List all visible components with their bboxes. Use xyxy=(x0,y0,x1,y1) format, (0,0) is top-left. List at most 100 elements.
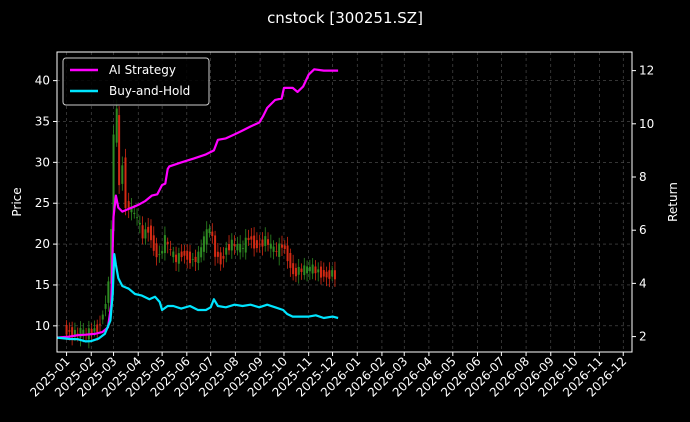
candle-body xyxy=(230,239,233,251)
right-axis-ticks: 2 4 6 8 10 12 xyxy=(632,64,654,344)
y-tick-label: 10 xyxy=(35,319,50,333)
candle-body xyxy=(267,239,270,245)
candle-body xyxy=(280,244,283,248)
candle-body xyxy=(169,249,172,250)
y-tick-label: 15 xyxy=(35,278,50,292)
candle-body xyxy=(186,250,189,260)
candle-body xyxy=(191,259,194,260)
candle-body xyxy=(130,206,133,213)
candle-body xyxy=(294,267,297,277)
candle-body xyxy=(211,231,214,237)
candle-body xyxy=(289,252,292,268)
candle-body xyxy=(233,244,236,247)
left-axis-ticks: 10 15 20 25 30 35 40 xyxy=(35,74,57,333)
candle-body xyxy=(214,235,217,257)
candle-body xyxy=(172,251,175,258)
candle-body xyxy=(228,244,231,251)
candlesticks xyxy=(65,99,336,349)
candle-body xyxy=(239,243,242,253)
candle-body xyxy=(152,235,155,251)
candle-body xyxy=(300,268,303,272)
candle-body xyxy=(331,270,334,277)
y-right-tick-label: 12 xyxy=(639,64,654,78)
y-tick-label: 25 xyxy=(35,196,50,210)
candle-body xyxy=(225,247,228,255)
candle-body xyxy=(175,254,178,263)
candle-body xyxy=(317,269,320,273)
candle-body xyxy=(244,237,247,253)
candle-body xyxy=(205,229,208,245)
y-axis-label: Price xyxy=(10,187,24,216)
candle-body xyxy=(250,236,253,240)
candle-body xyxy=(121,165,124,184)
candle-body xyxy=(269,243,272,249)
candle-body xyxy=(194,256,197,262)
candle-body xyxy=(236,243,239,251)
candle-body xyxy=(253,235,256,249)
y-right-tick-label: 10 xyxy=(639,117,654,131)
candle-body xyxy=(311,264,314,274)
candle-body xyxy=(112,134,115,232)
candle-body xyxy=(144,229,147,239)
y-right-tick-label: 2 xyxy=(639,330,647,344)
candle-body xyxy=(272,246,275,252)
candle-body xyxy=(200,247,203,258)
candle-body xyxy=(258,243,261,245)
legend-label-ai-strategy: AI Strategy xyxy=(109,63,176,77)
y-right-tick-label: 4 xyxy=(639,276,647,290)
candle-body xyxy=(124,157,127,209)
candle-body xyxy=(158,254,161,256)
candle-body xyxy=(141,225,144,239)
candle-body xyxy=(325,271,328,278)
candle-body xyxy=(101,314,104,320)
legend: AI Strategy Buy-and-Hold xyxy=(62,57,210,106)
legend-label-buy-and-hold: Buy-and-Hold xyxy=(109,84,190,98)
series-line-buy-and-hold xyxy=(56,253,339,343)
plot-frame xyxy=(56,51,633,353)
candle-body xyxy=(222,256,225,259)
candle-body xyxy=(202,236,205,252)
candle-body xyxy=(96,324,99,333)
candle-body xyxy=(328,270,331,279)
y-tick-label: 40 xyxy=(35,74,50,88)
candle-body xyxy=(264,236,267,246)
y-right-tick-label: 8 xyxy=(639,170,647,184)
candle-body xyxy=(99,323,102,325)
candle-body xyxy=(183,250,186,256)
y-axis-right-label: Return xyxy=(666,182,680,222)
candle-body xyxy=(286,245,289,262)
candle-body xyxy=(107,281,110,303)
series-line-ai-strategy xyxy=(56,68,339,339)
candle-body xyxy=(261,239,264,247)
candle-body xyxy=(197,251,200,264)
candle-body xyxy=(208,228,211,234)
candle-body xyxy=(333,270,336,280)
candle-body xyxy=(188,251,191,264)
candle-body xyxy=(166,241,169,245)
candle-body xyxy=(136,217,139,219)
y-right-tick-label: 6 xyxy=(639,223,647,237)
candle-body xyxy=(241,248,244,249)
candle-body xyxy=(275,251,278,252)
series-lines xyxy=(56,68,339,343)
candle-body xyxy=(278,243,281,257)
y-tick-label: 35 xyxy=(35,114,50,128)
candle-body xyxy=(155,243,158,258)
candle-body xyxy=(297,266,300,275)
candle-body xyxy=(79,327,82,338)
candle-body xyxy=(65,324,68,335)
chart-title: cnstock [300251.SZ] xyxy=(267,9,423,27)
candle-body xyxy=(118,115,121,186)
candle-body xyxy=(320,266,323,278)
candle-body xyxy=(76,333,79,335)
candle-body xyxy=(110,229,113,284)
candle-body xyxy=(147,226,150,233)
candle-body xyxy=(303,265,306,276)
candle-body xyxy=(314,266,317,274)
candle-body xyxy=(255,240,258,249)
candle-body xyxy=(306,266,309,274)
candle-body xyxy=(138,222,141,225)
candle-body xyxy=(90,328,93,335)
candle-body xyxy=(71,327,74,338)
